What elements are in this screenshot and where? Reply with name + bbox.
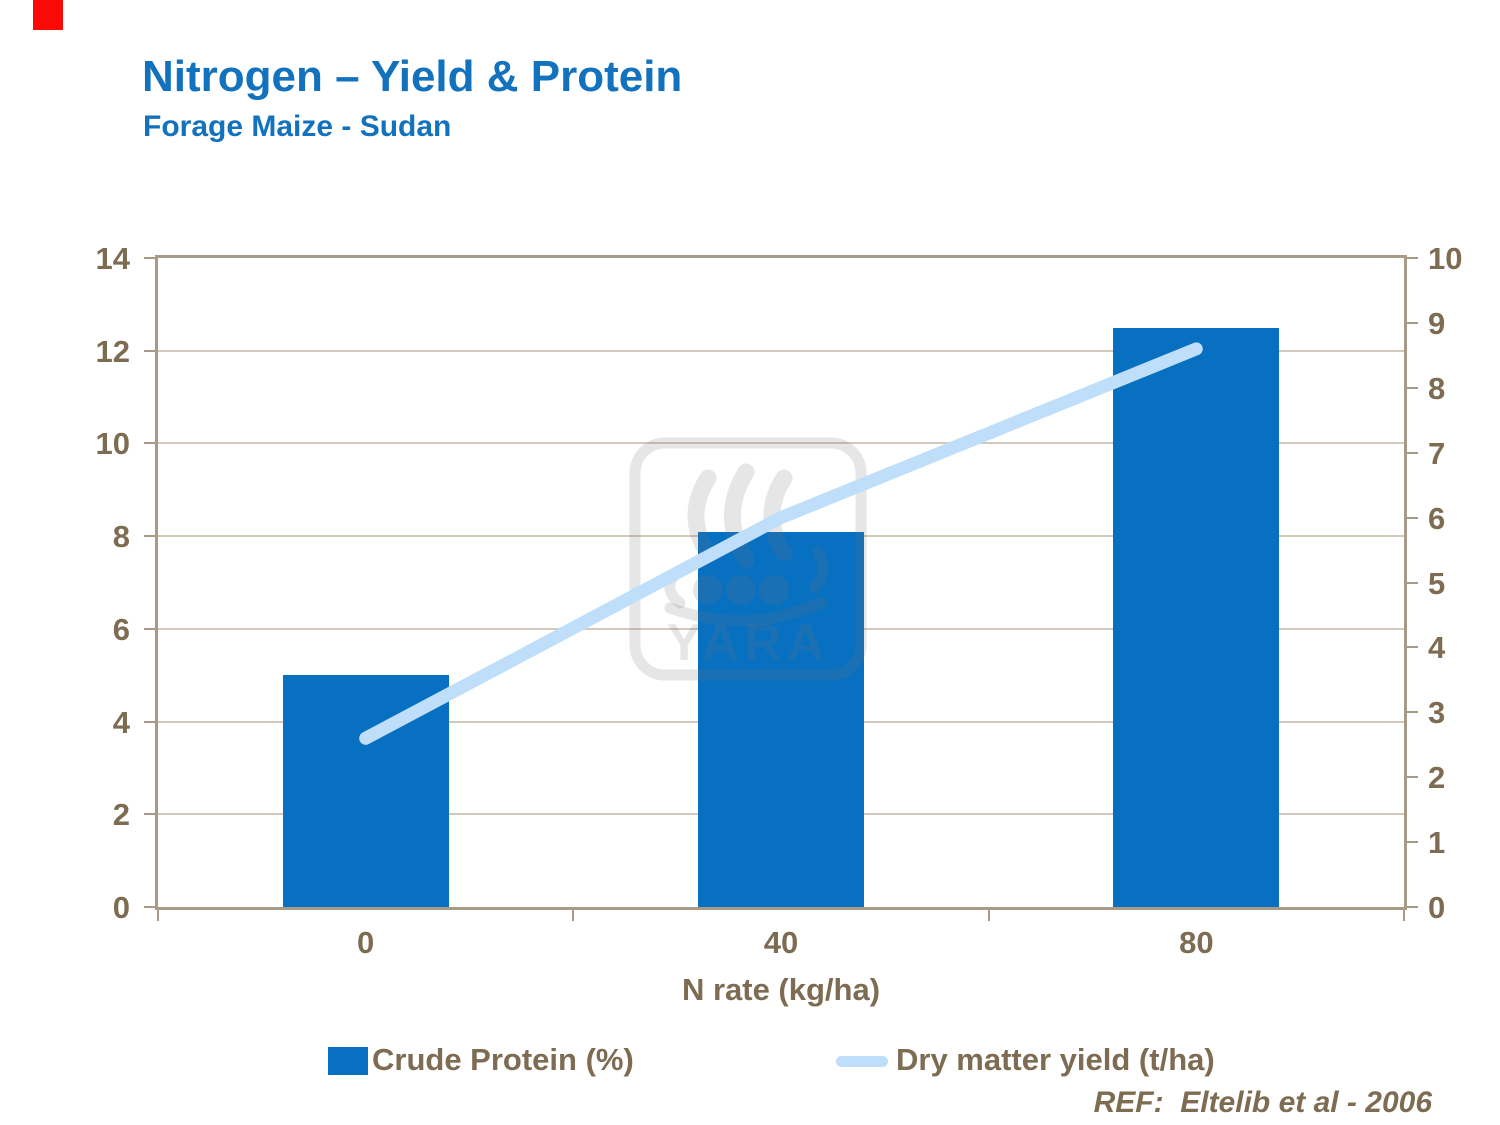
x-axis-tick bbox=[1403, 907, 1405, 921]
x-axis-title: N rate (kg/ha) bbox=[681, 972, 881, 1007]
right-axis-tick bbox=[1404, 711, 1418, 714]
right-axis-tick bbox=[1404, 776, 1418, 779]
right-axis-tick-label: 0 bbox=[1428, 890, 1446, 925]
right-axis-tick bbox=[1404, 257, 1418, 259]
right-axis-tick bbox=[1404, 841, 1418, 844]
right-axis-tick bbox=[1404, 581, 1418, 584]
right-axis-tick bbox=[1404, 386, 1418, 389]
right-axis-tick-label: 4 bbox=[1428, 630, 1446, 666]
left-axis-tick-label: 0 bbox=[112, 890, 130, 925]
left-axis-tick bbox=[144, 349, 158, 352]
legend-label-crude-protein: Crude Protein (%) bbox=[372, 1042, 634, 1077]
right-axis-tick bbox=[1404, 321, 1418, 324]
right-axis-tick-label: 6 bbox=[1428, 500, 1446, 536]
legend-swatch-dry-matter-yield bbox=[836, 1056, 888, 1067]
right-axis-tick-label: 2 bbox=[1428, 760, 1446, 796]
bar-crude-protein bbox=[282, 675, 449, 907]
left-axis-tick-label: 14 bbox=[95, 241, 130, 276]
x-axis-tick bbox=[987, 907, 990, 921]
left-axis-tick bbox=[144, 442, 158, 445]
left-axis-tick-label: 8 bbox=[112, 519, 130, 555]
right-axis-tick-label: 5 bbox=[1428, 565, 1446, 601]
x-axis-tick bbox=[572, 907, 575, 921]
x-axis-category-label: 40 bbox=[763, 925, 799, 960]
left-axis-tick-label: 10 bbox=[95, 426, 130, 462]
right-axis-tick-label: 1 bbox=[1428, 825, 1446, 861]
right-axis-tick bbox=[1404, 516, 1418, 519]
left-axis-tick-label: 4 bbox=[112, 704, 130, 740]
red-accent-bar bbox=[33, 0, 63, 30]
right-axis-tick-label: 10 bbox=[1428, 241, 1463, 276]
bar-crude-protein bbox=[1113, 327, 1280, 907]
reference-text: REF: Eltelib et al - 2006 bbox=[1093, 1086, 1432, 1119]
bar-crude-protein bbox=[698, 531, 864, 907]
page-title: Nitrogen – Yield & Protein bbox=[142, 52, 683, 101]
left-axis-tick-label: 12 bbox=[95, 333, 130, 369]
right-axis-tick-label: 3 bbox=[1428, 695, 1446, 731]
left-axis-tick bbox=[144, 813, 158, 816]
right-axis-tick bbox=[1404, 646, 1418, 649]
right-axis-tick bbox=[1404, 906, 1418, 908]
x-axis-tick bbox=[157, 907, 159, 921]
left-axis-tick bbox=[144, 627, 158, 630]
left-axis-tick-label: 2 bbox=[112, 797, 130, 833]
left-axis-tick bbox=[144, 535, 158, 538]
right-axis-tick-label: 9 bbox=[1428, 305, 1446, 341]
left-axis-tick bbox=[144, 906, 158, 908]
page-subtitle: Forage Maize - Sudan bbox=[143, 110, 452, 143]
x-axis-category-label: 0 bbox=[357, 925, 375, 960]
right-axis-tick-label: 8 bbox=[1428, 370, 1446, 406]
legend-label-dry-matter-yield: Dry matter yield (t/ha) bbox=[896, 1042, 1215, 1077]
left-axis-tick bbox=[144, 720, 158, 723]
left-axis-tick-label: 6 bbox=[112, 611, 130, 647]
left-axis-tick bbox=[144, 257, 158, 259]
legend-swatch-crude-protein bbox=[328, 1047, 368, 1075]
right-axis-tick bbox=[1404, 451, 1418, 454]
x-axis-category-label: 80 bbox=[1179, 925, 1214, 960]
right-axis-tick-label: 7 bbox=[1428, 435, 1446, 471]
